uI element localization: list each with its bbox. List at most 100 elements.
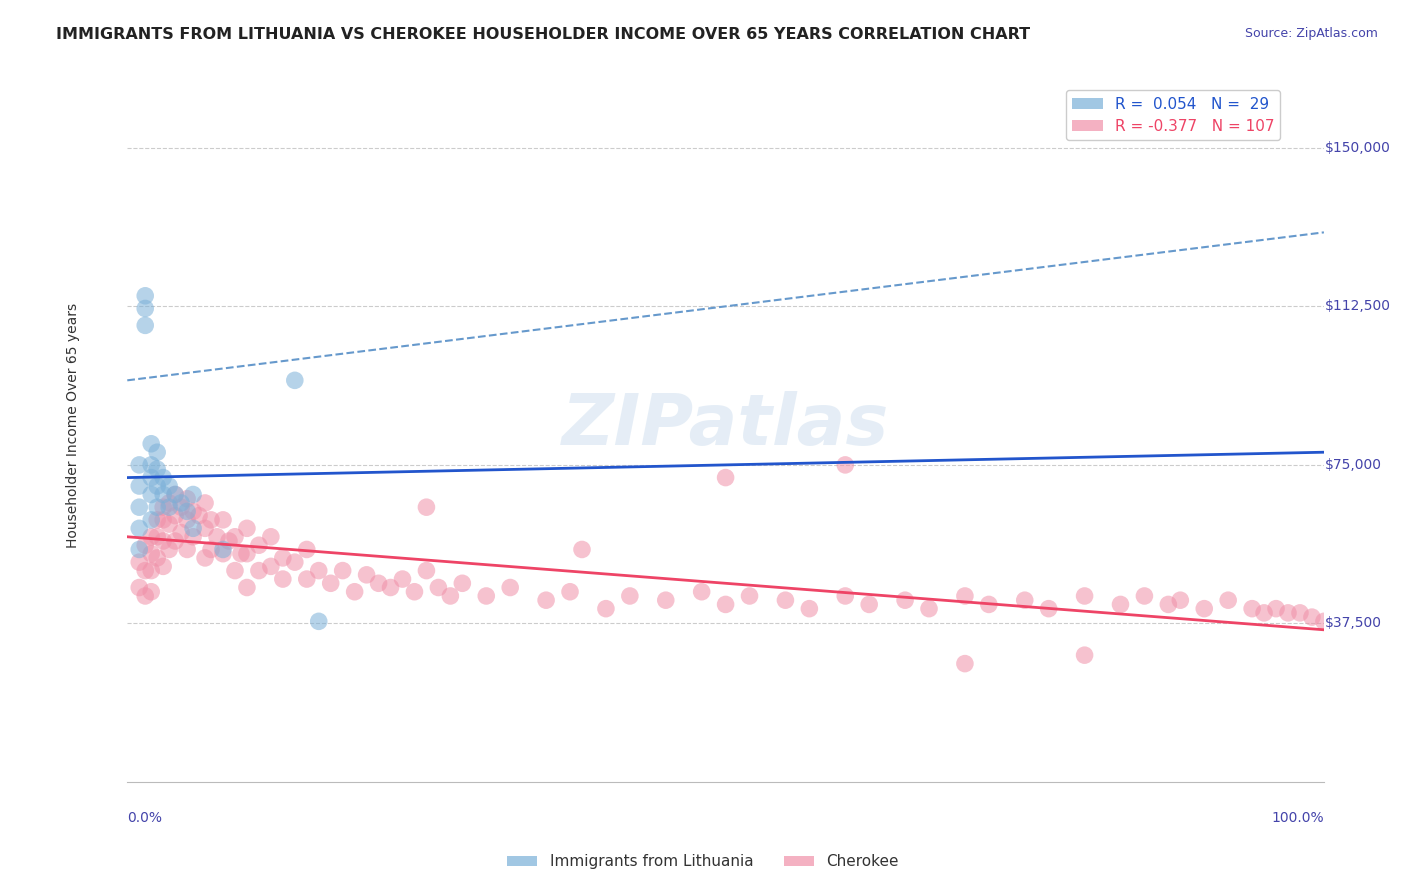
- Point: [1289, 606, 1312, 620]
- Text: Householder Income Over 65 years: Householder Income Over 65 years: [66, 302, 80, 548]
- Point: [181, 504, 204, 518]
- Point: [356, 567, 378, 582]
- Point: [1265, 601, 1288, 615]
- Point: [690, 584, 713, 599]
- Point: [236, 521, 259, 535]
- Point: [200, 542, 222, 557]
- Point: [152, 470, 174, 484]
- Text: $37,500: $37,500: [1324, 616, 1382, 631]
- Point: [1277, 606, 1299, 620]
- Point: [152, 534, 174, 549]
- Point: [170, 525, 193, 540]
- Point: [128, 521, 150, 535]
- Point: [165, 487, 187, 501]
- Point: [194, 496, 217, 510]
- Point: [738, 589, 761, 603]
- Point: [714, 470, 737, 484]
- Point: [308, 564, 330, 578]
- Text: 0.0%: 0.0%: [128, 811, 162, 824]
- Point: [170, 500, 193, 515]
- Point: [146, 479, 169, 493]
- Point: [1073, 648, 1095, 662]
- Point: [194, 521, 217, 535]
- Point: [475, 589, 498, 603]
- Point: [194, 550, 217, 565]
- Point: [224, 530, 246, 544]
- Point: [284, 373, 307, 387]
- Point: [834, 458, 856, 472]
- Point: [141, 584, 163, 599]
- Point: [1241, 601, 1264, 615]
- Point: [157, 496, 180, 510]
- Point: [558, 584, 581, 599]
- Point: [176, 513, 198, 527]
- Point: [157, 542, 180, 557]
- Point: [141, 530, 163, 544]
- Point: [1253, 606, 1275, 620]
- Point: [499, 581, 522, 595]
- Point: [1014, 593, 1036, 607]
- Point: [391, 572, 413, 586]
- Point: [343, 584, 366, 599]
- Text: Source: ZipAtlas.com: Source: ZipAtlas.com: [1244, 27, 1378, 40]
- Point: [534, 593, 557, 607]
- Point: [236, 547, 259, 561]
- Legend: R =  0.054   N =  29, R = -0.377   N = 107: R = 0.054 N = 29, R = -0.377 N = 107: [1066, 90, 1281, 140]
- Text: ZIPatlas: ZIPatlas: [562, 391, 889, 459]
- Point: [224, 564, 246, 578]
- Point: [332, 564, 354, 578]
- Point: [1038, 601, 1060, 615]
- Point: [1109, 598, 1132, 612]
- Point: [165, 508, 187, 523]
- Point: [146, 530, 169, 544]
- Point: [1218, 593, 1240, 607]
- Point: [415, 500, 437, 515]
- Point: [146, 550, 169, 565]
- Point: [1301, 610, 1323, 624]
- Point: [141, 513, 163, 527]
- Point: [146, 500, 169, 515]
- Point: [894, 593, 917, 607]
- Point: [953, 589, 976, 603]
- Point: [157, 517, 180, 532]
- Point: [295, 542, 318, 557]
- Point: [655, 593, 678, 607]
- Point: [141, 470, 163, 484]
- Point: [451, 576, 474, 591]
- Point: [146, 513, 169, 527]
- Point: [128, 542, 150, 557]
- Point: [141, 564, 163, 578]
- Point: [152, 487, 174, 501]
- Point: [141, 487, 163, 501]
- Point: [212, 547, 235, 561]
- Point: [271, 550, 294, 565]
- Point: [799, 601, 821, 615]
- Text: IMMIGRANTS FROM LITHUANIA VS CHEROKEE HOUSEHOLDER INCOME OVER 65 YEARS CORRELATI: IMMIGRANTS FROM LITHUANIA VS CHEROKEE HO…: [56, 27, 1031, 42]
- Point: [205, 530, 228, 544]
- Point: [229, 547, 252, 561]
- Point: [714, 598, 737, 612]
- Point: [918, 601, 941, 615]
- Point: [134, 301, 156, 316]
- Legend: Immigrants from Lithuania, Cherokee: Immigrants from Lithuania, Cherokee: [501, 848, 905, 875]
- Point: [152, 559, 174, 574]
- Point: [1157, 598, 1180, 612]
- Text: $150,000: $150,000: [1324, 141, 1391, 155]
- Point: [176, 542, 198, 557]
- Point: [415, 564, 437, 578]
- Point: [141, 547, 163, 561]
- Point: [295, 572, 318, 586]
- Point: [571, 542, 593, 557]
- Point: [146, 445, 169, 459]
- Point: [152, 500, 174, 515]
- Point: [141, 436, 163, 450]
- Point: [977, 598, 1000, 612]
- Point: [134, 564, 156, 578]
- Point: [176, 491, 198, 506]
- Point: [595, 601, 617, 615]
- Point: [128, 479, 150, 493]
- Point: [181, 530, 204, 544]
- Point: [128, 555, 150, 569]
- Point: [157, 479, 180, 493]
- Point: [1073, 589, 1095, 603]
